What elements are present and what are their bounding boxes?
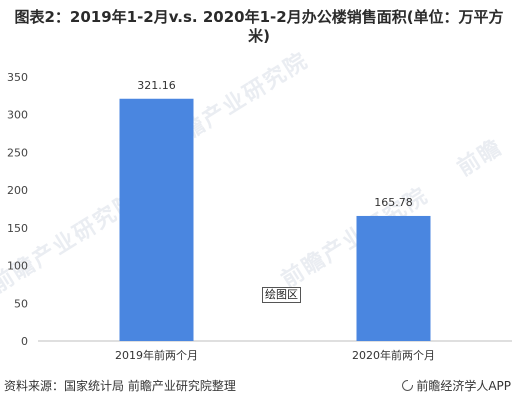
- bar-value-label: 165.78: [374, 196, 413, 209]
- bar-1: [119, 98, 194, 341]
- y-tick-label: 50: [14, 297, 28, 310]
- plot-area-label: 绘图区: [262, 287, 301, 303]
- y-tick-label: 150: [7, 222, 28, 235]
- chart-title: 图表2：2019年1-2月v.s. 2020年1-2月办公楼销售面积(单位：万平…: [14, 8, 504, 45]
- source-note: 资料来源：国家统计局 前瞻产业研究院整理: [4, 379, 236, 393]
- y-tick-label: 250: [7, 146, 28, 159]
- y-tick-label: 350: [7, 71, 28, 84]
- x-category-label: 2020年前两个月: [352, 348, 435, 362]
- y-tick-label: 300: [7, 109, 28, 122]
- brand-name: 前瞻经济学人APP: [416, 379, 511, 393]
- y-tick-label: 200: [7, 184, 28, 197]
- x-category-label: 2019年前两个月: [115, 348, 198, 362]
- brand-credit: 前瞻经济学人APP: [402, 377, 511, 394]
- bar-value-label: 321.16: [137, 79, 176, 92]
- y-tick-label: 0: [21, 335, 28, 348]
- qianzhan-logo-icon: [402, 380, 414, 391]
- bar-2: [356, 215, 431, 341]
- y-tick-label: 100: [7, 260, 28, 273]
